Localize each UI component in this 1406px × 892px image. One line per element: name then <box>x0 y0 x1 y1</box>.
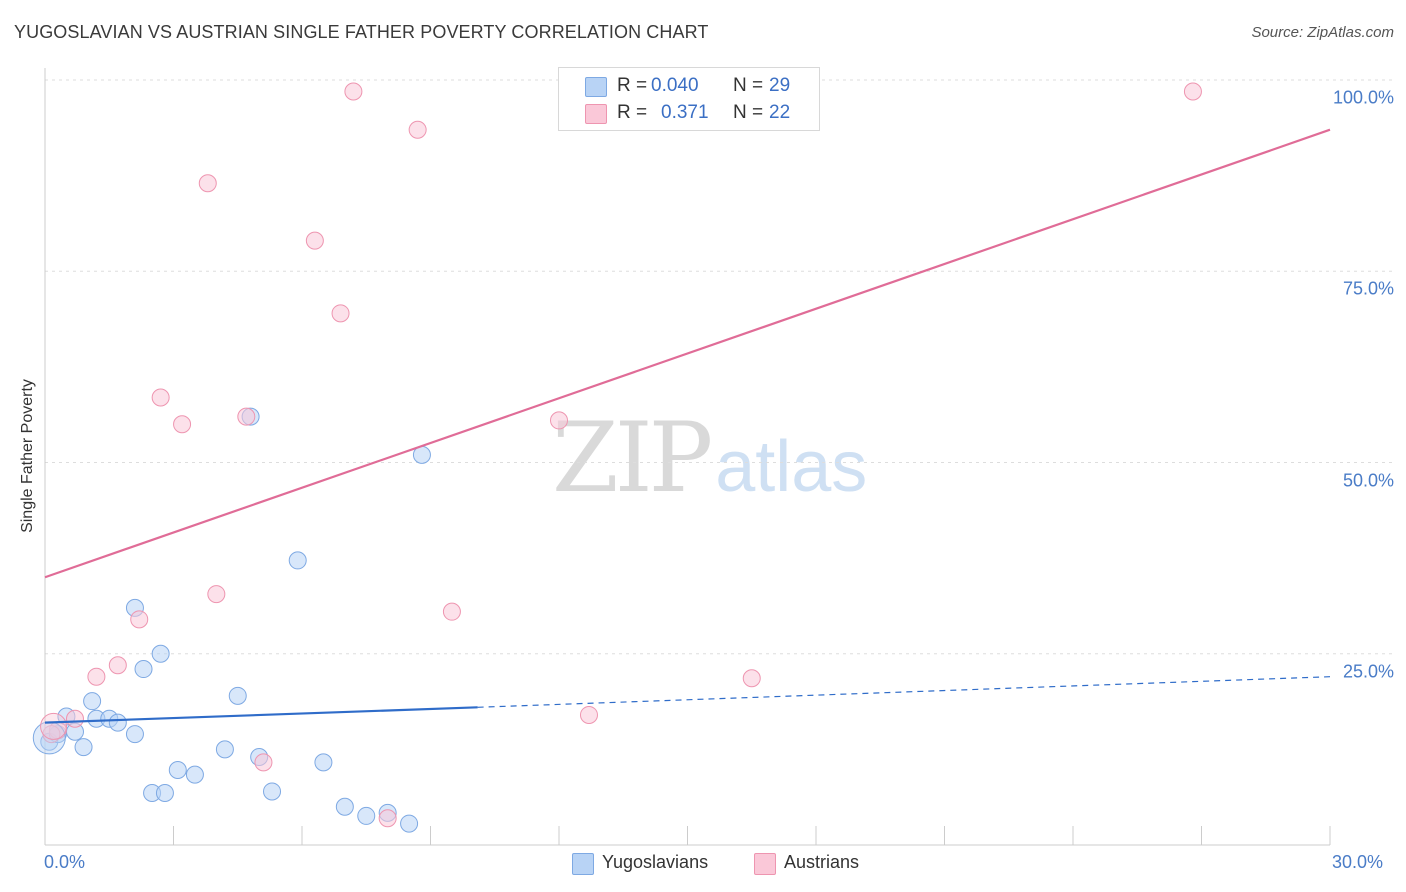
point-yugoslavians <box>151 644 170 663</box>
point-yugoslavians <box>185 765 204 784</box>
chart-title: YUGOSLAVIAN VS AUSTRIAN SINGLE FATHER PO… <box>14 22 709 42</box>
point-austrians <box>198 174 217 193</box>
point-austrians <box>408 120 427 139</box>
point-austrians <box>344 82 363 101</box>
stats-legend: R = 0.040 N = 29 R = 0.371 N = 22 <box>558 67 820 131</box>
legend-r-label: R = <box>617 102 648 123</box>
point-yugoslavians <box>125 725 144 744</box>
point-yugoslavians <box>155 783 174 802</box>
legend-n-label: N = <box>733 102 764 123</box>
point-austrians <box>207 585 226 604</box>
trendline-yugoslavians <box>44 706 478 724</box>
point-austrians <box>151 388 170 407</box>
point-austrians <box>108 656 127 675</box>
y-tick-label: 100.0% <box>1332 87 1394 108</box>
point-yugoslavians <box>215 740 234 759</box>
point-austrians <box>331 304 350 323</box>
point-austrians <box>305 231 324 250</box>
legend-swatch-austrians <box>754 853 776 875</box>
x-tick-min: 0.0% <box>44 852 86 872</box>
trendline-yugoslavians-extended <box>477 676 1331 708</box>
point-yugoslavians <box>168 761 187 780</box>
point-austrians <box>1183 82 1202 101</box>
point-yugoslavians <box>74 738 93 757</box>
y-tick-label: 50.0% <box>1342 470 1394 490</box>
point-austrians <box>130 610 149 629</box>
legend-swatch-yugoslavians <box>585 77 607 97</box>
point-yugoslavians <box>357 806 376 825</box>
legend-swatch-austrians <box>585 104 607 124</box>
point-austrians <box>442 602 461 621</box>
point-yugoslavians <box>228 686 247 705</box>
point-yugoslavians <box>335 797 354 816</box>
legend-r-value: 0.371 <box>661 102 709 123</box>
x-tick-max: 30.0% <box>1332 852 1384 872</box>
point-yugoslavians <box>134 660 153 679</box>
legend-label-austrians: Austrians <box>784 852 860 872</box>
point-austrians <box>378 809 397 828</box>
legend-swatch-yugoslavians <box>572 853 594 875</box>
y-tick-label: 25.0% <box>1342 661 1394 682</box>
point-yugoslavians <box>108 713 127 732</box>
legend-n-value: 22 <box>769 102 791 123</box>
point-austrians <box>87 667 106 686</box>
legend-label-yugoslavians: Yugoslavians <box>602 852 709 872</box>
legend-r-value: 0.040 <box>651 75 699 96</box>
point-yugoslavians <box>400 814 419 833</box>
source-label: Source: ZipAtlas.com <box>1251 24 1394 41</box>
point-austrians <box>550 411 568 430</box>
legend-r-label: R = <box>617 75 648 96</box>
legend-n-label: N = <box>733 75 764 96</box>
point-austrians <box>579 705 598 724</box>
point-yugoslavians <box>263 782 282 801</box>
watermark-zip: ZIP <box>552 402 713 514</box>
point-austrians <box>173 415 192 434</box>
point-austrians-cluster <box>40 712 68 740</box>
point-yugoslavians <box>83 692 102 711</box>
y-tick-label: 75.0% <box>1342 278 1394 299</box>
y-axis-label: Single Father Poverty <box>19 379 36 533</box>
point-yugoslavians <box>314 753 333 772</box>
point-austrians <box>254 753 273 772</box>
point-austrians <box>237 407 256 426</box>
watermark: ZIPatlas <box>552 402 867 514</box>
point-yugoslavians <box>288 551 307 570</box>
watermark-atlas: atlas <box>715 427 868 507</box>
legend-n-value: 29 <box>769 75 791 96</box>
point-austrians <box>742 669 761 688</box>
trendline-austrians <box>44 128 1331 579</box>
point-austrians <box>65 709 84 728</box>
